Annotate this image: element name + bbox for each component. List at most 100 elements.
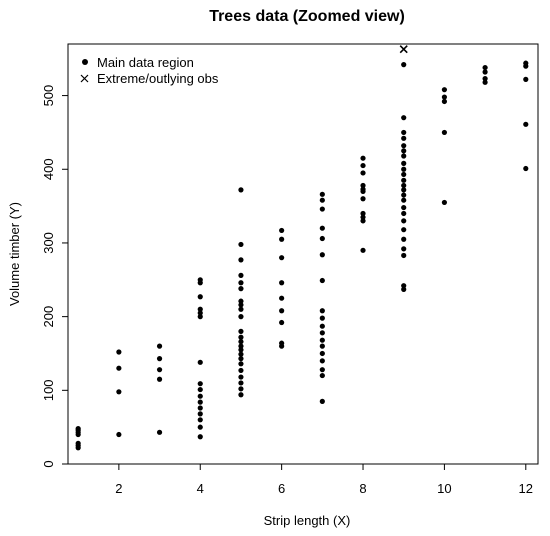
data-point [238,386,244,392]
data-point [401,218,407,224]
data-point [441,129,448,136]
x-tick-label: 12 [519,481,533,496]
y-tick-label: 300 [41,232,56,254]
data-point [319,398,325,404]
x-tick-label: 4 [197,481,204,496]
data-point [360,196,366,202]
data-point [360,186,366,192]
data-point [238,306,244,312]
data-point [238,328,244,334]
data-point [238,351,244,357]
data-point [116,389,122,395]
data-point [279,236,285,242]
data-point [401,246,407,252]
legend-label-main: Main data region [97,55,194,70]
data-point [319,235,325,242]
data-points [75,45,529,451]
data-point [238,380,244,386]
data-point [197,434,203,440]
data-point [279,280,285,286]
data-point [401,166,407,172]
data-point [401,143,407,149]
data-point [319,197,325,203]
data-point [401,153,407,159]
data-point [482,69,488,75]
data-point [238,257,244,263]
data-point [360,247,366,253]
data-point [401,148,407,154]
data-point [197,294,203,300]
data-point [401,160,407,166]
data-point [197,417,203,423]
x-tick-label: 10 [437,481,451,496]
data-point [360,182,366,189]
data-point [319,367,325,373]
x-axis-label: Strip length (X) [264,513,351,528]
data-point [238,334,244,340]
data-point [197,399,203,405]
data-point [75,426,81,432]
data-point [197,424,203,430]
data-point [319,225,325,231]
data-point [319,323,325,329]
data-point [319,343,325,349]
x-tick-label: 6 [278,481,285,496]
data-point [238,286,244,292]
data-point [238,298,244,304]
data-point [319,358,325,364]
data-point [401,236,407,242]
data-point [360,162,366,169]
data-point [197,381,203,387]
data-point [401,286,407,292]
y-axis-label: Volume timber (Y) [7,202,22,306]
data-point [197,393,203,399]
data-point [279,340,285,346]
chart-title: Trees data (Zoomed view) [209,8,405,25]
data-point [197,411,203,417]
data-point [279,295,285,301]
data-point [523,121,529,127]
data-point [319,308,325,314]
data-point [238,241,244,248]
y-tick-label: 500 [41,85,56,107]
data-point [197,386,203,393]
data-point [441,94,448,100]
data-point [523,165,529,172]
data-point [401,192,407,198]
data-point [360,170,366,176]
data-point [197,359,203,365]
data-point [116,365,122,371]
data-point [238,392,244,398]
data-point [238,187,244,193]
data-point [319,252,325,258]
y-axis: 0 100 200 300 400 500 [41,85,68,468]
y-tick-label: 400 [41,158,56,180]
x-tick-label: 2 [115,481,122,496]
data-point [197,277,203,283]
data-point [401,252,407,259]
data-point [238,347,244,353]
data-point [482,76,488,82]
data-point [197,310,203,316]
data-point [238,361,244,367]
data-point [319,191,325,197]
data-point [401,135,407,141]
data-point [197,405,203,411]
data-point [482,79,488,85]
legend-cross-icon [80,74,89,83]
data-point [156,376,163,382]
data-point [401,177,407,183]
data-point [279,308,285,314]
data-point [279,255,285,261]
data-point [360,210,366,217]
data-point [156,356,163,362]
data-point [238,343,244,349]
y-tick-label: 100 [41,379,56,401]
data-point [360,214,366,220]
data-point [156,429,163,435]
data-point [238,314,244,320]
legend-label-outlying: Extreme/outlying obs [97,71,219,86]
data-point [156,343,163,349]
data-point [401,187,407,193]
